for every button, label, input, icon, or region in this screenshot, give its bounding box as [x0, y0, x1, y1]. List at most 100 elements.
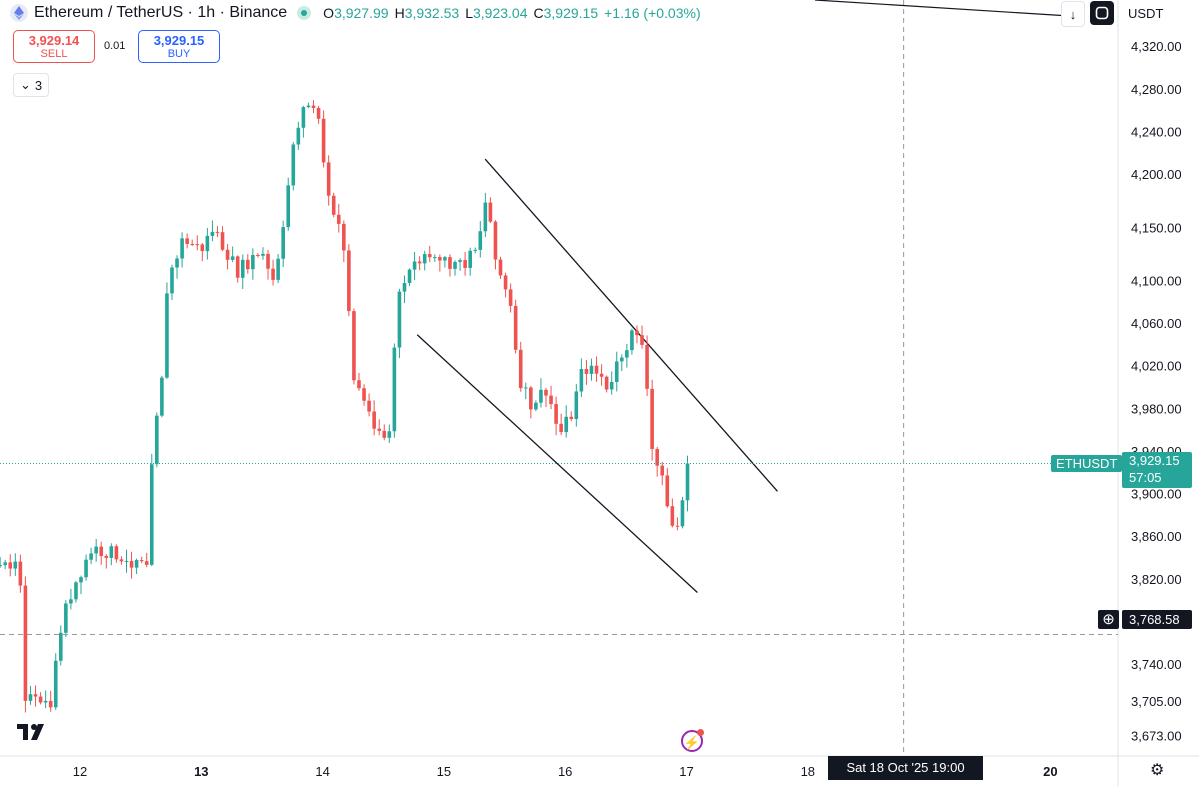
lightning-icon[interactable]: ⚡	[681, 730, 703, 752]
candle[interactable]	[109, 543, 114, 566]
candle[interactable]	[599, 364, 604, 386]
candle[interactable]	[539, 378, 543, 408]
candle[interactable]	[488, 197, 493, 224]
candle[interactable]	[342, 220, 346, 263]
candle[interactable]	[589, 358, 594, 381]
candle[interactable]	[604, 375, 609, 393]
candle[interactable]	[498, 256, 503, 279]
candle[interactable]	[579, 358, 584, 398]
candle[interactable]	[124, 549, 129, 573]
candle[interactable]	[331, 192, 336, 218]
candle[interactable]	[119, 556, 124, 565]
candle[interactable]	[28, 686, 33, 705]
candle[interactable]	[584, 359, 589, 385]
candle[interactable]	[609, 371, 614, 395]
candle[interactable]	[559, 413, 563, 436]
candle[interactable]	[433, 254, 437, 262]
add-alert-plus-button[interactable]: ⊕	[1098, 610, 1119, 629]
candle[interactable]	[64, 600, 68, 638]
candle[interactable]	[443, 256, 447, 268]
candle[interactable]	[645, 335, 649, 397]
candle[interactable]	[84, 554, 88, 581]
candle[interactable]	[266, 249, 270, 280]
candle[interactable]	[210, 220, 215, 242]
candle[interactable]	[407, 268, 412, 286]
candle[interactable]	[453, 260, 457, 276]
candle[interactable]	[69, 588, 73, 610]
candle[interactable]	[230, 246, 235, 263]
fullscreen-button[interactable]	[1090, 1, 1114, 25]
candle[interactable]	[448, 254, 452, 277]
candle[interactable]	[468, 247, 472, 276]
candle[interactable]	[685, 455, 690, 512]
candle[interactable]	[665, 467, 670, 508]
market-open-icon[interactable]	[297, 6, 312, 20]
candle[interactable]	[245, 254, 250, 274]
candle[interactable]	[99, 541, 104, 565]
candle[interactable]	[402, 275, 407, 304]
candle[interactable]	[367, 393, 371, 417]
candle[interactable]	[240, 254, 245, 289]
candle[interactable]	[195, 235, 200, 251]
candle[interactable]	[235, 255, 240, 283]
candle[interactable]	[129, 551, 134, 579]
symbol-title[interactable]: Ethereum / TetherUS · 1h · Binance	[34, 4, 288, 21]
candle[interactable]	[357, 372, 361, 391]
candle[interactable]	[316, 105, 321, 124]
sell-button[interactable]: 3,929.14 SELL	[13, 30, 95, 63]
candle[interactable]	[670, 498, 675, 528]
candle[interactable]	[104, 554, 109, 569]
candle[interactable]	[175, 255, 179, 279]
candle[interactable]	[79, 575, 83, 595]
candle[interactable]	[554, 396, 558, 436]
candle[interactable]	[458, 258, 462, 271]
candle[interactable]	[680, 496, 685, 529]
candle[interactable]	[569, 411, 574, 421]
candle[interactable]	[564, 405, 569, 438]
candle[interactable]	[220, 226, 225, 252]
candle[interactable]	[139, 556, 144, 564]
candle[interactable]	[58, 625, 63, 666]
trendline-drawing[interactable]	[814, 0, 1071, 17]
candle[interactable]	[205, 227, 210, 260]
candle[interactable]	[261, 247, 265, 260]
candle[interactable]	[155, 412, 159, 468]
candle[interactable]	[291, 141, 296, 191]
candle[interactable]	[43, 690, 48, 709]
candle[interactable]	[8, 554, 13, 577]
candle[interactable]	[473, 247, 478, 254]
candle[interactable]	[170, 264, 174, 300]
candle[interactable]	[382, 424, 387, 441]
candle[interactable]	[190, 239, 195, 247]
candle[interactable]	[463, 252, 467, 276]
candle[interactable]	[438, 254, 442, 272]
indicators-toggle-button[interactable]: ⌄ 3	[13, 73, 50, 97]
candle[interactable]	[544, 387, 548, 408]
candle[interactable]	[372, 400, 376, 436]
candle[interactable]	[635, 325, 639, 344]
candle[interactable]	[53, 653, 58, 711]
candle[interactable]	[165, 282, 169, 379]
candle[interactable]	[483, 192, 488, 237]
candle[interactable]	[296, 121, 301, 150]
candle[interactable]	[529, 385, 533, 419]
candle[interactable]	[347, 244, 351, 317]
candle[interactable]	[134, 558, 139, 574]
candle[interactable]	[94, 538, 98, 562]
candle[interactable]	[89, 547, 93, 565]
candle[interactable]	[352, 308, 356, 385]
candle[interactable]	[301, 106, 306, 138]
candle[interactable]	[114, 544, 119, 563]
candle[interactable]	[276, 253, 280, 284]
candle[interactable]	[144, 552, 149, 568]
candle[interactable]	[650, 379, 654, 461]
candle[interactable]	[23, 576, 28, 713]
candle[interactable]	[397, 288, 402, 359]
candle[interactable]	[534, 400, 538, 412]
candle[interactable]	[655, 446, 659, 477]
candle[interactable]	[271, 259, 275, 286]
candle[interactable]	[620, 354, 624, 372]
candle[interactable]	[640, 325, 644, 349]
candle[interactable]	[392, 343, 397, 438]
candle[interactable]	[336, 203, 341, 233]
